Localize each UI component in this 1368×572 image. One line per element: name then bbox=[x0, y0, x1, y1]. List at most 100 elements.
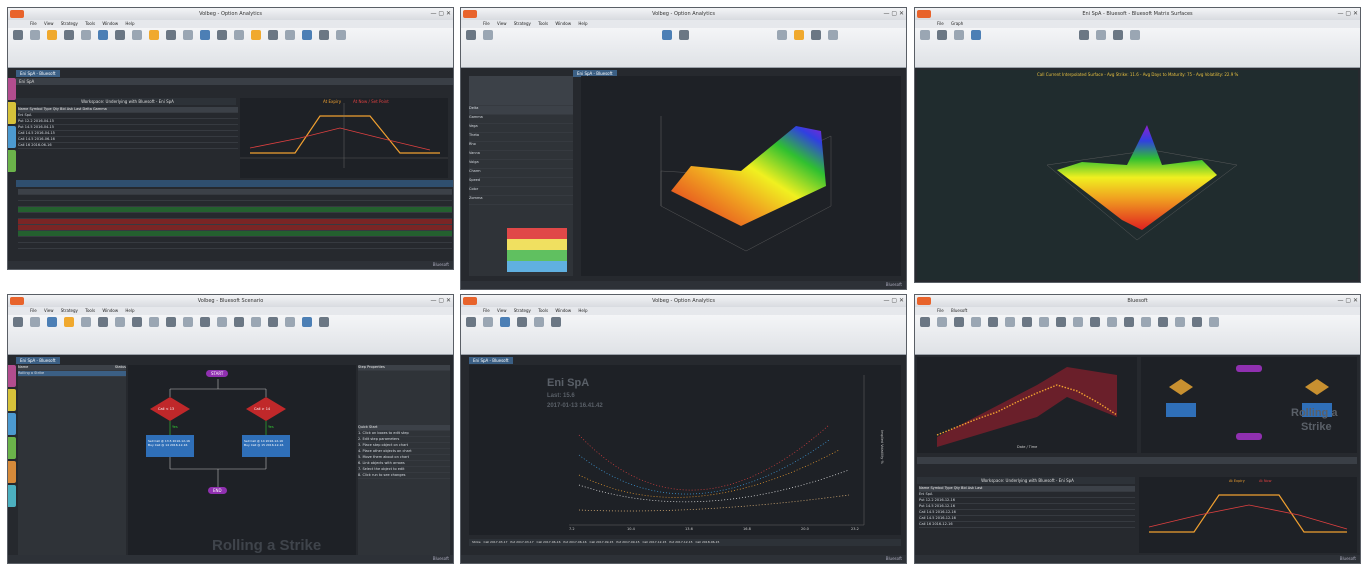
app-menu-button[interactable] bbox=[917, 297, 931, 305]
chain-row[interactable] bbox=[18, 195, 452, 201]
ribbon-button[interactable] bbox=[808, 30, 824, 62]
menu-strategy[interactable]: Strategy bbox=[60, 21, 78, 26]
greek-row-vega[interactable]: Vega bbox=[469, 124, 573, 133]
ribbon-button[interactable] bbox=[1206, 317, 1222, 349]
menu-window[interactable]: Window bbox=[555, 308, 572, 313]
flow-action-right[interactable]: Sell Call @ 14 2016-12-16 Buy Call @ 15 … bbox=[244, 439, 284, 447]
mini-flow[interactable]: Rolling a Strike bbox=[1141, 357, 1357, 453]
ribbon-button[interactable] bbox=[791, 30, 807, 62]
window-controls[interactable]: — ▢ ✕ bbox=[883, 297, 904, 304]
ribbon-button[interactable] bbox=[659, 30, 675, 62]
ribbon-button[interactable] bbox=[61, 317, 77, 349]
menu-window[interactable]: Window bbox=[102, 308, 119, 313]
document-tab[interactable]: Eni SpA - Bluesoft bbox=[469, 357, 513, 364]
ribbon-button[interactable] bbox=[197, 30, 213, 62]
ribbon-button[interactable] bbox=[1076, 30, 1092, 62]
table-row[interactable]: Call 14.5 2016-04-15 bbox=[18, 131, 238, 137]
ribbon-button[interactable] bbox=[1172, 317, 1188, 349]
ribbon-button[interactable] bbox=[676, 30, 692, 62]
side-tabs[interactable] bbox=[8, 78, 16, 174]
flow-start-node[interactable]: START bbox=[206, 370, 229, 377]
table-row[interactable]: Put 12.2 2016-04-15 bbox=[18, 119, 238, 125]
ribbon-button[interactable] bbox=[1104, 317, 1120, 349]
greek-row-theta[interactable]: Theta bbox=[469, 133, 573, 142]
ribbon-button[interactable] bbox=[934, 317, 950, 349]
document-tab[interactable]: Eni SpA - Bluesoft bbox=[16, 70, 60, 77]
chain-row[interactable] bbox=[18, 243, 452, 249]
ribbon-button[interactable] bbox=[61, 30, 77, 62]
ribbon-button[interactable] bbox=[112, 317, 128, 349]
ribbon-button[interactable] bbox=[1121, 317, 1137, 349]
ribbon-button[interactable] bbox=[316, 317, 332, 349]
ribbon-button[interactable] bbox=[180, 30, 196, 62]
window-controls[interactable]: — ▢ ✕ bbox=[883, 10, 904, 17]
table-row[interactable]: Call 16 2016-12-16 bbox=[919, 522, 1135, 528]
chain-row[interactable] bbox=[18, 231, 452, 237]
greek-row-gamma[interactable]: Gamma bbox=[469, 115, 573, 124]
menu-window[interactable]: Window bbox=[102, 21, 119, 26]
menu-help[interactable]: Help bbox=[578, 21, 588, 26]
document-tab[interactable]: Eni SpA - Bluesoft bbox=[16, 357, 60, 364]
ribbon-field-group[interactable] bbox=[497, 30, 587, 67]
ribbon-button[interactable] bbox=[934, 30, 950, 62]
flow-condition-left[interactable]: Call < 13 bbox=[158, 407, 175, 411]
menu-strategy[interactable]: Strategy bbox=[513, 308, 531, 313]
ribbon-button[interactable] bbox=[299, 317, 315, 349]
table-row[interactable]: Eni SpA bbox=[919, 492, 1135, 498]
menu-tools[interactable]: Tools bbox=[85, 21, 96, 26]
greek-row-delta[interactable]: Delta bbox=[469, 106, 573, 115]
menu-file[interactable]: File bbox=[483, 21, 490, 26]
flow-canvas[interactable]: START Call < 13 Call > 14 Yes Yes Sell C… bbox=[128, 365, 356, 555]
ribbon-button[interactable] bbox=[129, 317, 145, 349]
table-row[interactable]: Call 14.5 2016-06-16 bbox=[18, 137, 238, 143]
table-row[interactable]: Call 16 2016-06-16 bbox=[18, 143, 238, 149]
ribbon-button[interactable] bbox=[548, 317, 564, 349]
ribbon-button[interactable] bbox=[480, 30, 496, 62]
ribbon-button[interactable] bbox=[112, 30, 128, 62]
surface-chart-3d[interactable]: Call Current Interpolated Surface - Avg … bbox=[917, 70, 1358, 280]
menu-graph[interactable]: Graph bbox=[950, 21, 964, 26]
ribbon-button[interactable] bbox=[95, 317, 111, 349]
chain-row[interactable] bbox=[18, 207, 452, 213]
ribbon-button[interactable] bbox=[146, 317, 162, 349]
ribbon-button[interactable] bbox=[1019, 317, 1035, 349]
ribbon-button[interactable] bbox=[1053, 317, 1069, 349]
ribbon-button[interactable] bbox=[1110, 30, 1126, 62]
ribbon-button[interactable] bbox=[214, 317, 230, 349]
chain-row[interactable] bbox=[18, 225, 452, 231]
menu-file[interactable]: File bbox=[30, 308, 37, 313]
surface-chart-3d[interactable] bbox=[581, 76, 901, 276]
ribbon-button[interactable] bbox=[299, 30, 315, 62]
ribbon-button[interactable] bbox=[480, 317, 496, 349]
ribbon-button[interactable] bbox=[95, 30, 111, 62]
payoff-chart[interactable] bbox=[240, 98, 448, 178]
ribbon-button[interactable] bbox=[163, 317, 179, 349]
table-row[interactable]: Call 14.5 2016-12-16 bbox=[919, 516, 1135, 522]
table-row[interactable]: Call 14.5 2016-12-16 bbox=[919, 510, 1135, 516]
window-controls[interactable]: — ▢ ✕ bbox=[1337, 297, 1358, 304]
ribbon-field-group[interactable] bbox=[588, 30, 658, 67]
ribbon-field-group[interactable] bbox=[985, 30, 1075, 67]
window-controls[interactable]: — ▢ ✕ bbox=[430, 10, 451, 17]
table-row[interactable]: Eni SpA bbox=[18, 113, 238, 119]
menu-file[interactable]: File bbox=[937, 308, 944, 313]
ribbon-button[interactable] bbox=[44, 30, 60, 62]
ribbon-button[interactable] bbox=[1127, 30, 1143, 62]
ribbon-button[interactable] bbox=[917, 317, 933, 349]
ribbon-button[interactable] bbox=[78, 317, 94, 349]
greek-row-volga[interactable]: Volga bbox=[469, 160, 573, 169]
menu-file[interactable]: File bbox=[937, 21, 944, 26]
ribbon-button[interactable] bbox=[825, 30, 841, 62]
greek-row-zomma[interactable]: Zomma bbox=[469, 196, 573, 205]
ribbon-button[interactable] bbox=[968, 317, 984, 349]
window-controls[interactable]: — ▢ ✕ bbox=[430, 297, 451, 304]
ribbon-button[interactable] bbox=[231, 317, 247, 349]
menu-view[interactable]: View bbox=[43, 21, 54, 26]
table-row[interactable]: Put 12.2 2016-12-16 bbox=[919, 498, 1135, 504]
ribbon-button[interactable] bbox=[1087, 317, 1103, 349]
menu-view[interactable]: View bbox=[496, 308, 507, 313]
ribbon-button[interactable] bbox=[463, 30, 479, 62]
ribbon-button[interactable] bbox=[1155, 317, 1171, 349]
app-menu-button[interactable] bbox=[463, 10, 477, 18]
ribbon-button[interactable] bbox=[10, 30, 26, 62]
